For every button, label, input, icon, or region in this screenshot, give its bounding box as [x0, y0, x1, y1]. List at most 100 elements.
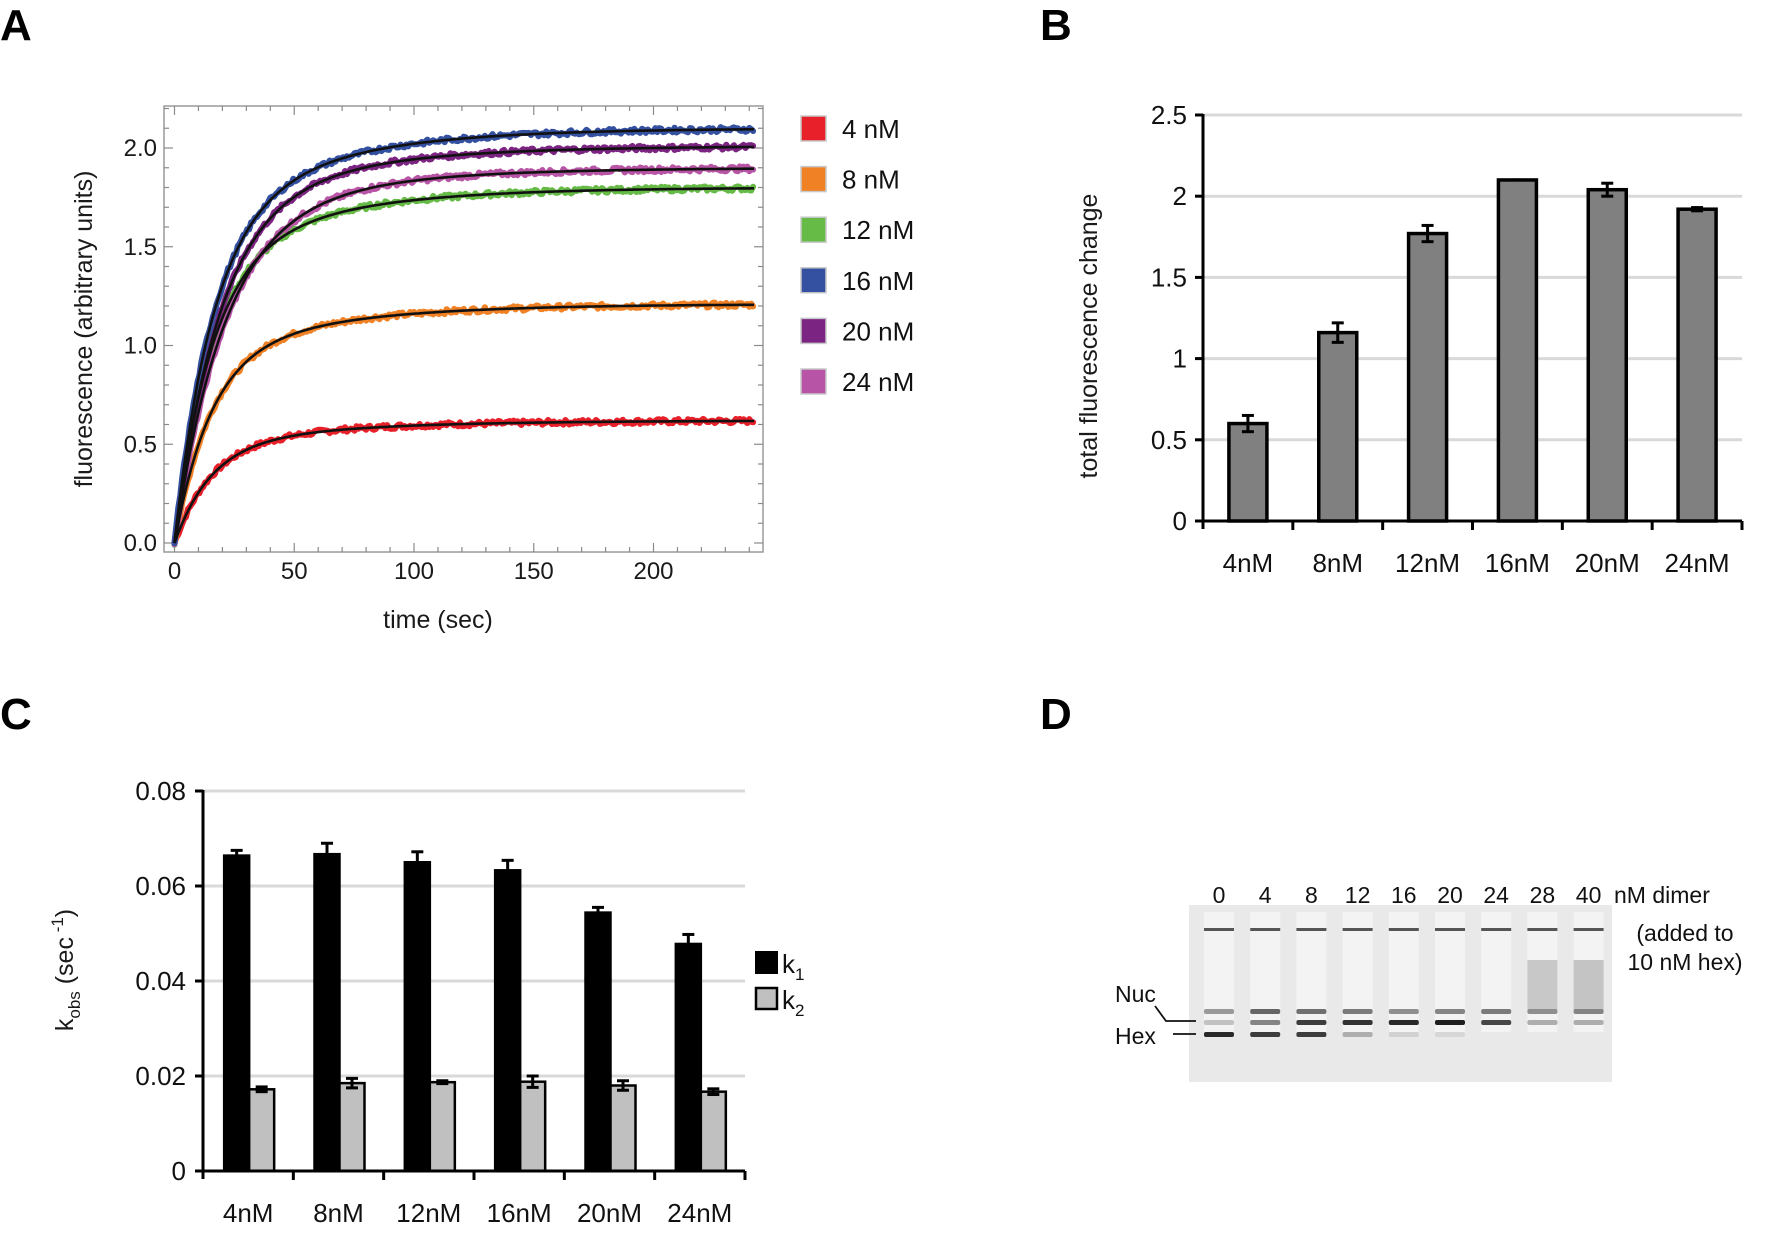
- bar-k2: [609, 1084, 637, 1173]
- x-tick-label: 12nM: [1395, 548, 1460, 578]
- legend-swatch-k2: [754, 986, 779, 1011]
- panel-b-bar-chart: 0 0.5 1 1.5 2 2.5 4nM 8nM 12nM 16nM 20nM 24nM tota…: [1075, 100, 1744, 578]
- x-tick-label: 50: [281, 558, 308, 585]
- lane-label: 8: [1305, 882, 1318, 908]
- bar-k1: [313, 852, 341, 1173]
- lane-label: 28: [1530, 882, 1556, 908]
- y-axis-title: total fluorescence change: [1075, 194, 1103, 479]
- well-band: [1296, 928, 1327, 931]
- bar: [1676, 207, 1718, 523]
- bar-k2: [338, 1081, 366, 1173]
- y-title-k: k: [51, 1018, 79, 1031]
- band-hex: [1204, 1032, 1234, 1037]
- legend-k1-main: k: [782, 949, 796, 979]
- legend-swatch: [800, 267, 827, 294]
- bar: [1227, 421, 1269, 523]
- y-tick-label: 0.5: [1151, 425, 1187, 455]
- note-line-1: (added to: [1636, 920, 1733, 946]
- legend-swatch: [800, 216, 827, 243]
- y-tick-label: 0.0: [124, 530, 157, 557]
- x-tick-label: 16nM: [1485, 548, 1550, 578]
- fit-line-12-nM: [173, 187, 755, 544]
- gridlines: [203, 789, 745, 1078]
- axes: [195, 789, 747, 1180]
- smear: [1527, 960, 1558, 1010]
- x-tick-label: 0: [168, 558, 181, 585]
- band-upper: [1388, 1009, 1419, 1014]
- bar-k2: [428, 1080, 457, 1173]
- y-tick-label: 0.08: [135, 776, 186, 806]
- lane-label: 16: [1391, 882, 1417, 908]
- series-group: [171, 124, 757, 548]
- x-tick-label: 150: [514, 558, 554, 585]
- legend-label: 16 nM: [842, 266, 914, 296]
- y-tick-label: 0.06: [135, 871, 186, 901]
- x-tick-label: 200: [633, 558, 673, 585]
- panel-a-kinetics-plot: 0 50 100 150 200 0.00.51.01.52.0 time (sec) …: [70, 105, 914, 634]
- legend-label: 4 nM: [842, 114, 900, 144]
- band-nuc: [1250, 1020, 1281, 1025]
- band-hex: [1250, 1032, 1281, 1037]
- bars: [1227, 178, 1718, 523]
- nuc-pointer-line: [1154, 1005, 1196, 1022]
- band-upper: [1250, 1009, 1281, 1014]
- y-tick-label: 1.5: [124, 234, 157, 261]
- band-nuc: [1573, 1020, 1604, 1025]
- well-band: [1342, 928, 1373, 931]
- lane-label: 12: [1345, 882, 1371, 908]
- y-tick-labels: 0 0.02 0.04 0.06 0.08: [135, 776, 186, 1186]
- note-line-2: 10 nM hex): [1627, 949, 1742, 975]
- band-upper: [1204, 1009, 1234, 1014]
- bar: [1586, 187, 1628, 523]
- unit-label: nM dimer: [1614, 882, 1710, 908]
- y-tick-label: 0: [1173, 506, 1187, 536]
- y-tick-label: 0.04: [135, 966, 186, 996]
- y-tick-label: 1.5: [1151, 262, 1187, 292]
- well-band: [1250, 928, 1281, 931]
- well-band: [1481, 928, 1512, 931]
- band-nuc: [1296, 1020, 1327, 1025]
- axes: [1195, 113, 1744, 530]
- x-tick-label: 8nM: [1312, 548, 1363, 578]
- band-nuc: [1435, 1020, 1465, 1025]
- band-upper: [1435, 1009, 1465, 1014]
- bar-k2: [247, 1088, 276, 1173]
- x-tick-label: 4nM: [223, 1198, 274, 1228]
- legend-k1-sub: 1: [795, 965, 804, 984]
- panel-letter-b: B: [1040, 1, 1072, 50]
- fit-line-16-nM: [173, 128, 755, 544]
- x-tick-label: 24nM: [1665, 548, 1730, 578]
- y-axis-title: kobs (sec -1): [48, 909, 84, 1031]
- y-tick-labels: 0.0 0.5 1.0 1.5 2.0: [124, 135, 157, 557]
- band-hex: [1435, 1032, 1465, 1037]
- legend-k2-sub: 2: [795, 1001, 804, 1020]
- lane-label: 4: [1259, 882, 1272, 908]
- well-band: [1388, 928, 1419, 931]
- x-tick-label: 12nM: [396, 1198, 461, 1228]
- band-upper: [1573, 1009, 1604, 1014]
- x-tick-label: 20nM: [577, 1198, 642, 1228]
- x-tick-label: 8nM: [313, 1198, 364, 1228]
- band-label-hex: Hex: [1115, 1023, 1156, 1049]
- x-tick-labels: 4nM 8nM 12nM 16nM 20nM 24nM: [1223, 548, 1730, 578]
- bar: [1406, 231, 1449, 523]
- panel-c-rate-constants: 00.020.040.060.08 4nM 8nM 12nM 16nM 20nM 24nM…: [48, 776, 804, 1228]
- bars: [222, 841, 728, 1173]
- band-nuc: [1204, 1020, 1234, 1025]
- y-tick-label: 2.5: [1151, 100, 1187, 130]
- bar-k1: [403, 861, 432, 1173]
- well-band: [1204, 928, 1234, 931]
- x-tick-label: 100: [394, 558, 434, 585]
- gel-lanes: [1204, 912, 1604, 1037]
- bar: [1317, 330, 1359, 523]
- lane-labels: 0 4 8 12 16 20 24 28 40: [1213, 882, 1602, 908]
- band-nuc: [1342, 1020, 1373, 1025]
- y-title-sup: -1: [48, 917, 67, 937]
- gridlines: [1203, 113, 1742, 442]
- fit-line-4-nM: [173, 419, 755, 544]
- legend-swatch-k1: [755, 951, 778, 974]
- legend-swatch: [800, 165, 827, 193]
- bar-k2: [699, 1090, 728, 1173]
- x-tick-labels: 4nM 8nM 12nM 16nM 20nM 24nM: [223, 1198, 732, 1228]
